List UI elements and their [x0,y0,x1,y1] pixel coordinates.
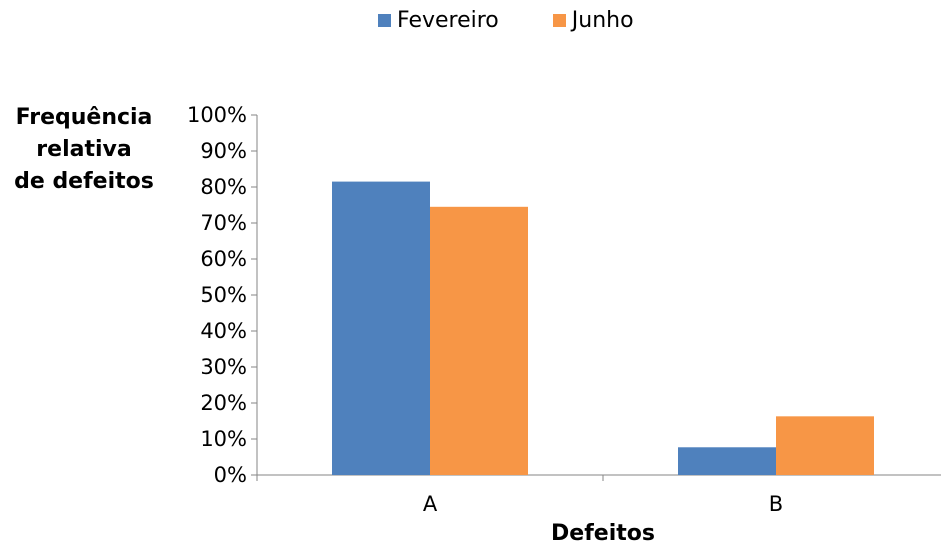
legend-item-fevereiro: Fevereiro [378,8,499,33]
y-tick-label: 20% [200,391,247,415]
y-tick-label: 80% [200,175,247,199]
x-tick-label: A [423,492,438,516]
legend-item-junho: Junho [552,8,634,33]
bar-fevereiro-b [678,447,776,475]
legend-label-junho: Junho [571,8,634,33]
bar-junho-a [430,206,528,476]
y-tick-label: 60% [200,247,247,271]
y-tick-label: 100% [187,103,247,127]
y-tick-label: 70% [200,211,247,235]
x-tick-label: B [769,492,783,516]
legend-swatch-junho [552,14,566,27]
y-tick-label: 90% [200,139,247,163]
y-tick-label: 40% [200,319,247,343]
legend-swatch-fevereiro [378,14,391,27]
y-tick-label: 50% [200,283,247,307]
y-tick-label: 10% [200,427,247,451]
y-tick-label: 0% [214,463,247,487]
x-axis-title: Defeitos [551,521,655,546]
bar-fevereiro-a [332,181,430,475]
y-tick-label: 30% [200,355,247,379]
legend-label-fevereiro: Fevereiro [397,8,499,33]
bar-junho-b [776,416,874,475]
y-axis-title: Frequência relativa de defeitos [14,105,154,194]
legend: Fevereiro Junho [378,8,688,33]
